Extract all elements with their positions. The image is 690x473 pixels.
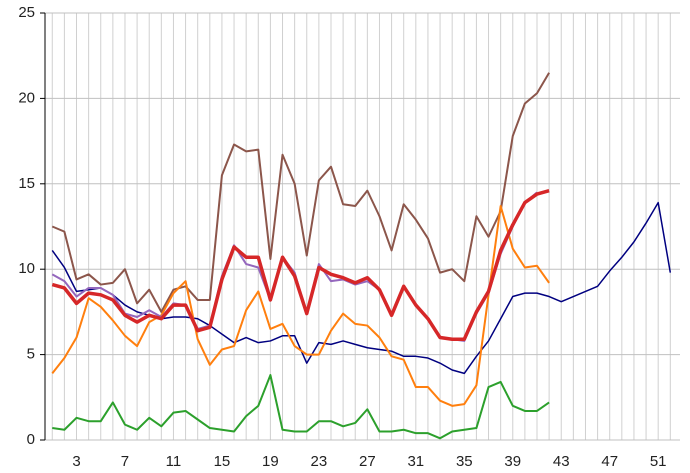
y-tick-label: 25 xyxy=(18,4,35,21)
series-line xyxy=(51,205,550,407)
y-tick-label: 15 xyxy=(18,175,35,192)
x-tick-label: 51 xyxy=(650,453,667,470)
series-line xyxy=(52,374,550,440)
x-tick-label: 19 xyxy=(262,453,279,470)
y-tick-label: 20 xyxy=(18,89,35,106)
y-tick-label: 5 xyxy=(27,346,35,363)
series-line xyxy=(51,188,550,341)
y-tick-label: 0 xyxy=(27,431,35,448)
series-line xyxy=(51,72,550,313)
x-tick-label: 7 xyxy=(121,453,129,470)
x-tick-label: 11 xyxy=(166,453,182,470)
x-tick-label: 23 xyxy=(311,453,328,470)
series-line xyxy=(51,201,672,375)
x-tick-label: 35 xyxy=(456,453,473,470)
y-tick-label: 10 xyxy=(18,260,35,277)
x-tick-label: 3 xyxy=(72,453,80,470)
x-tick-label: 31 xyxy=(407,453,424,470)
x-tick-label: 43 xyxy=(553,453,570,470)
x-tick-label: 39 xyxy=(504,453,521,470)
x-tick-label: 27 xyxy=(359,453,376,470)
x-tick-label: 15 xyxy=(214,453,231,470)
x-tick-label: 47 xyxy=(601,453,618,470)
